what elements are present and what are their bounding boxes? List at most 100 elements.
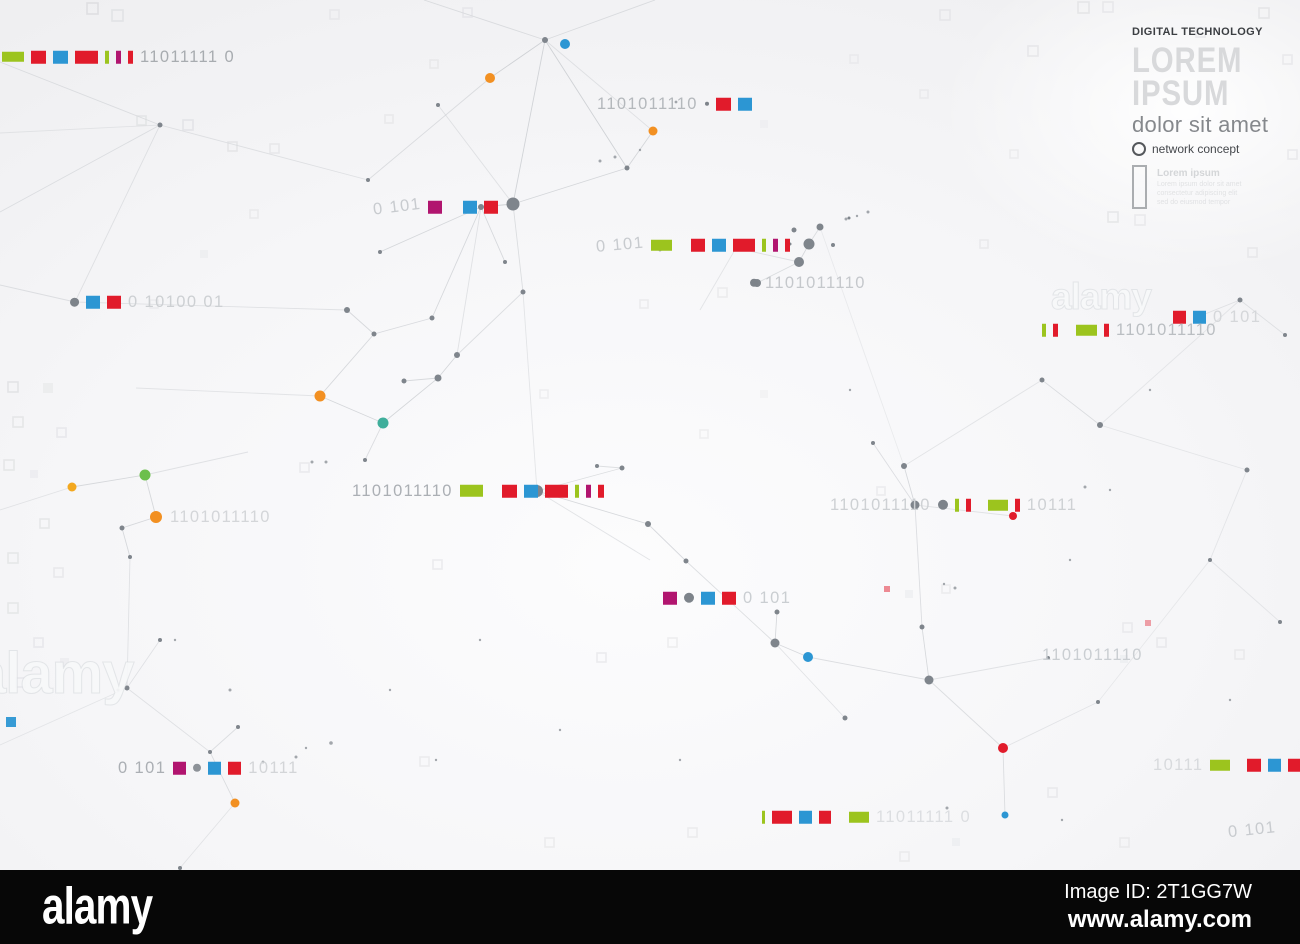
pixel-square <box>3 459 15 471</box>
network-node <box>770 638 780 648</box>
code-square-red <box>597 484 604 498</box>
node-dot <box>684 593 694 603</box>
binary-code-strip: 0 101 <box>372 195 499 219</box>
speck-dot <box>848 388 852 392</box>
speck-dot <box>866 210 870 214</box>
speck-dot <box>228 688 232 692</box>
pixel-square <box>12 416 24 428</box>
speck-dot <box>598 159 602 163</box>
pixel-square <box>53 567 64 578</box>
pixel-square <box>1282 54 1293 65</box>
code-square-magenta <box>173 761 187 775</box>
network-node <box>1278 620 1282 624</box>
network-node <box>624 165 630 171</box>
concept-label: network concept <box>1152 142 1240 157</box>
pixel-square <box>429 59 439 69</box>
colored-node-orange <box>314 390 326 402</box>
node-dot <box>704 102 709 106</box>
node-dot <box>750 279 758 287</box>
network-node <box>595 464 599 468</box>
network-node <box>208 750 212 754</box>
network-node <box>1208 558 1212 562</box>
network-line <box>1099 424 1248 471</box>
binary-code-strip: 1101011110 <box>170 509 271 526</box>
pixel-square <box>1120 655 1128 663</box>
network-line <box>71 474 146 488</box>
code-square-red <box>1014 498 1020 512</box>
subtitle-text: dolor sit amet <box>1132 112 1269 138</box>
pixel-square <box>7 381 19 393</box>
network-line <box>74 124 161 303</box>
binary-code-strip: 0 101 10111 <box>118 760 299 777</box>
colored-node-orange <box>230 798 240 808</box>
speck-dot <box>674 100 678 104</box>
binary-text: 11011111 0 <box>876 807 972 826</box>
binary-code-strip: 0 101 <box>663 590 791 607</box>
network-line <box>489 39 546 79</box>
network-node <box>791 227 797 233</box>
binary-text: 0 101 <box>743 588 792 607</box>
binary-code-strip: 1101011110 <box>1042 322 1217 339</box>
image-id-text: Image ID: 2T1GG7W <box>1064 880 1252 903</box>
speck-dot <box>173 638 177 642</box>
network-line <box>596 465 623 469</box>
binary-text: 1101011110 <box>765 273 866 292</box>
code-square-red <box>819 810 831 824</box>
note-line: Lorem ipsum dolor sit amet <box>1157 181 1242 189</box>
network-line <box>209 726 239 753</box>
binary-text: 0 101 <box>1213 307 1262 326</box>
speck-dot <box>1068 558 1072 562</box>
code-square-green <box>987 499 1008 511</box>
network-node <box>919 624 925 630</box>
network-line <box>903 379 1043 467</box>
pixel-square <box>43 383 53 393</box>
alamy-ghost-watermark: alamy <box>1051 276 1153 317</box>
pixel-square <box>717 287 728 298</box>
code-square-red <box>965 498 971 512</box>
code-square-magenta <box>663 591 677 605</box>
pixel-square <box>760 390 768 398</box>
binary-text: 0 10100 01 <box>128 292 225 311</box>
pixel-square <box>544 837 555 848</box>
network-line <box>512 167 628 205</box>
speck-dot <box>116 688 120 692</box>
pixel-square <box>1145 620 1151 626</box>
network-node <box>901 463 907 469</box>
pixel-square <box>1122 622 1133 633</box>
code-square-green <box>762 810 765 824</box>
network-line <box>1209 559 1281 623</box>
speck-dot <box>558 728 562 732</box>
network-line <box>536 490 651 561</box>
pixel-square <box>760 120 768 128</box>
code-square-green <box>105 50 109 64</box>
network-line <box>903 465 916 506</box>
alamy-logo: alamy <box>42 877 153 936</box>
alamy-ghost-watermark: alamy <box>0 641 135 706</box>
code-square-red <box>733 238 756 252</box>
network-line <box>1002 701 1099 749</box>
network-line <box>367 77 491 181</box>
network-line <box>403 377 439 382</box>
pixel-square <box>1107 211 1119 223</box>
network-node <box>1283 333 1287 337</box>
network-node <box>1046 656 1050 660</box>
pixel-square <box>884 586 890 592</box>
speck-dot <box>1148 388 1152 392</box>
network-line <box>159 124 369 181</box>
binary-text: 1101011110 <box>830 495 931 514</box>
network-line <box>126 639 161 689</box>
network-node <box>128 555 132 559</box>
network-node <box>158 638 162 642</box>
network-node <box>478 204 484 210</box>
pixel-square <box>1119 837 1130 848</box>
binary-text: 11011111 0 <box>140 47 236 66</box>
network-node <box>1039 377 1045 383</box>
network-line <box>0 284 76 303</box>
network-node <box>454 352 460 358</box>
note-line: consectetur adipiscing elit <box>1157 190 1238 198</box>
pixel-square <box>60 658 69 667</box>
network-line <box>0 61 161 126</box>
network-node <box>842 715 848 721</box>
code-square-green <box>1042 323 1046 337</box>
network-line <box>373 317 433 335</box>
